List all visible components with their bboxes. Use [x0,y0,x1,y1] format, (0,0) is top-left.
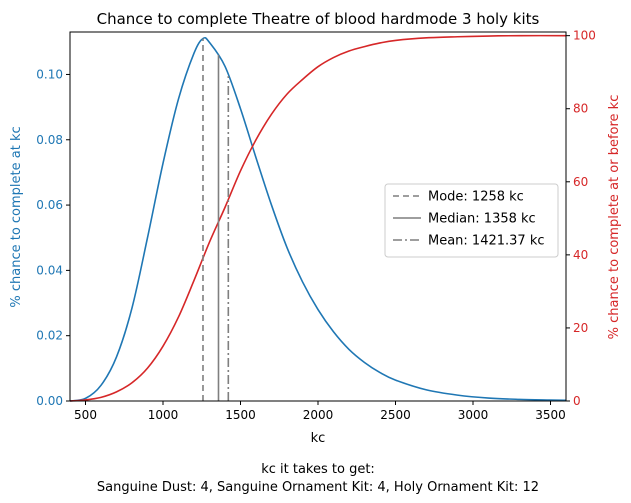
right-tick-label: 100 [573,29,596,43]
footer-line-1: kc it takes to get: [261,462,375,477]
legend-label: Mode: 1258 kc [428,190,524,205]
legend-label: Mean: 1421.37 kc [428,234,545,249]
axes: 500 1000 1500 2000 2500 3000 35000.000.020.040… [36,29,596,422]
left-tick-label: 0.06 [36,198,63,212]
left-axis-label: % chance to complete at kc [9,126,24,307]
x-tick-label: 2500 [380,408,411,422]
x-tick-label: 3500 [535,408,566,422]
probability-line [69,36,567,402]
x-tick-label: 3000 [458,408,489,422]
legend-label: Median: 1358 kc [428,212,536,227]
footer-line-2: Sanguine Dust: 4, Sanguine Ornament Kit:… [97,480,539,495]
x-tick-label: 1000 [148,408,179,422]
left-tick-label: 0.04 [36,263,63,277]
right-tick-label: 80 [573,102,588,116]
x-tick-label: 500 [74,408,97,422]
right-tick-label: 20 [573,321,588,335]
chart-title: Chance to complete Theatre of blood hard… [97,10,540,28]
plot-area [69,34,567,402]
right-tick-label: 0 [573,394,581,408]
x-tick-label: 2000 [303,408,334,422]
x-axis-label: kc [311,431,326,446]
legend-box [384,183,559,258]
left-tick-label: 0.02 [36,329,63,343]
x-tick-label: 1500 [225,408,256,422]
legend: Mode: 1258 kc Median: 1358 kc Mean: 1421.3… [384,183,559,258]
right-tick-label: 40 [573,248,588,262]
cumulative-line [69,34,567,402]
right-axis-label: % chance to complete at or before kc [607,95,622,340]
right-tick-label: 60 [573,175,588,189]
left-tick-label: 0.10 [36,67,63,81]
left-tick-label: 0.00 [36,394,63,408]
left-tick-label: 0.08 [36,133,63,147]
